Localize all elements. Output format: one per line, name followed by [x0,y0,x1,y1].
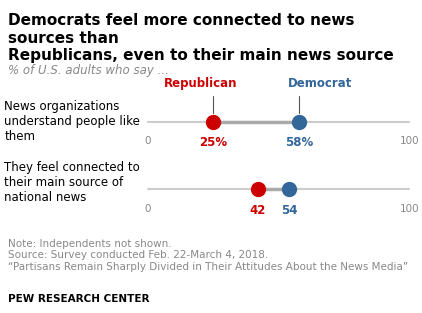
Text: Note: Independents not shown.
Source: Survey conducted Feb. 22-March 4, 2018.
“P: Note: Independents not shown. Source: Su… [8,239,408,272]
Text: 54: 54 [281,204,297,217]
Text: Republican: Republican [164,77,237,113]
Text: % of U.S. adults who say ...: % of U.S. adults who say ... [8,64,169,77]
Text: News organizations
understand people like
them: News organizations understand people lik… [4,100,140,143]
Text: PEW RESEARCH CENTER: PEW RESEARCH CENTER [8,294,150,304]
Text: 0: 0 [144,136,151,146]
Text: 58%: 58% [285,136,314,149]
Text: 42: 42 [249,204,266,217]
Text: 100: 100 [400,204,419,214]
Text: Democrats feel more connected to news sources than
Republicans, even to their ma: Democrats feel more connected to news so… [8,13,394,63]
Text: 100: 100 [400,136,419,146]
Text: 0: 0 [144,204,151,214]
Text: Democrat: Democrat [288,77,353,113]
Text: 25%: 25% [199,136,227,149]
Text: They feel connected to
their main source of
national news: They feel connected to their main source… [4,161,140,204]
